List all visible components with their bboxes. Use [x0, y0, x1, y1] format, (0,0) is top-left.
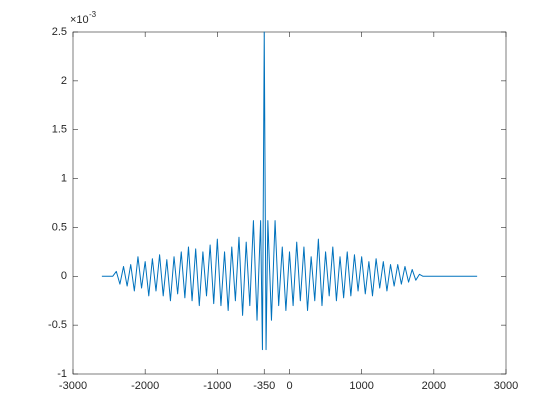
x-tick-label: -3000: [59, 380, 87, 392]
x-tick-label: -350: [253, 380, 275, 392]
x-tick-label: -1000: [203, 380, 231, 392]
y-tick-label: 1.5: [52, 124, 67, 136]
y-tick-label: 2.5: [52, 26, 67, 38]
x-tick-label: 2000: [422, 380, 446, 392]
y-tick-label: 2: [61, 75, 67, 87]
x-tick-label: 1000: [349, 380, 373, 392]
data-line: [101, 31, 478, 351]
y-tick-label: -0.5: [48, 319, 67, 331]
x-tick-label: -2000: [131, 380, 159, 392]
x-tick-label: 0: [286, 380, 292, 392]
y-tick-label: -1: [57, 368, 67, 380]
y-tick-label: 0: [61, 270, 67, 282]
y-tick-label: 0.5: [52, 221, 67, 233]
y-tick-label: 1: [61, 172, 67, 184]
x-tick-label: 3000: [494, 380, 518, 392]
y-exponent: -3: [89, 10, 97, 19]
plot-box: [72, 31, 507, 375]
y-exponent-base: ×10: [70, 14, 89, 26]
